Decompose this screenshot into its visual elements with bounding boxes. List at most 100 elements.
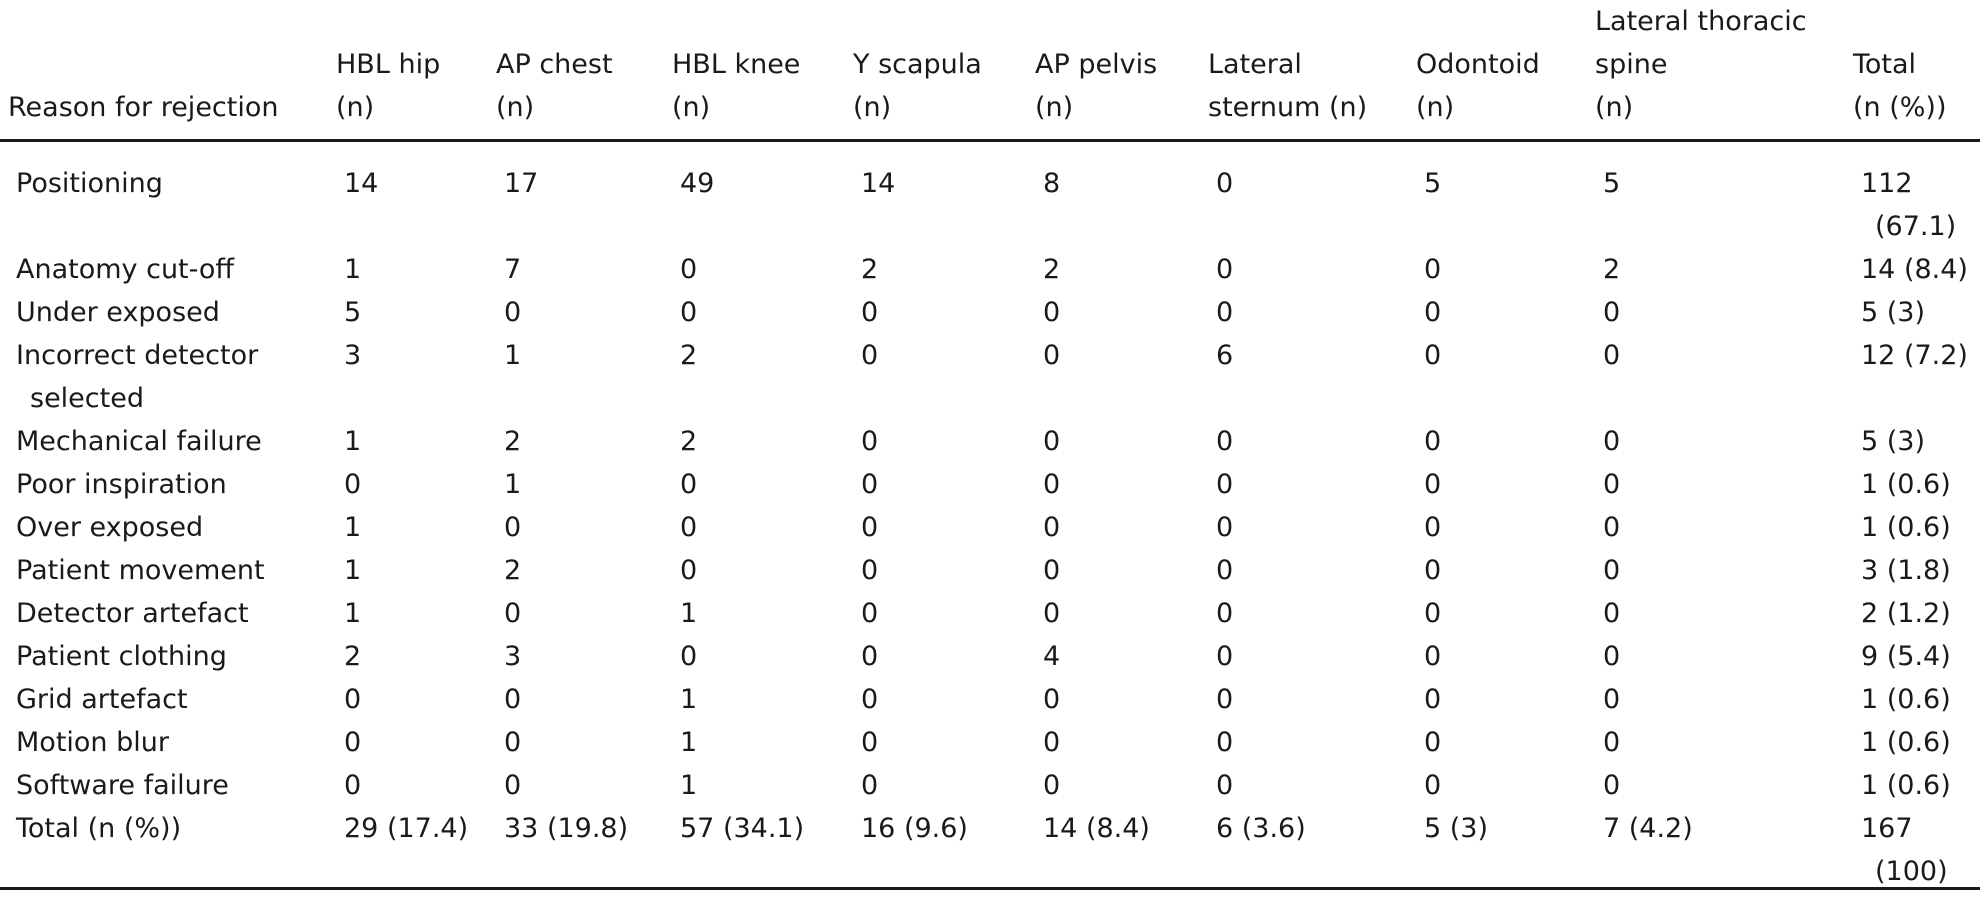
cell-value: 0 xyxy=(1424,512,1442,543)
cell-value: 1 xyxy=(680,684,698,715)
column-header-line: (n) xyxy=(672,92,711,123)
row-label-cell: Software failure xyxy=(0,764,328,807)
cell-value: 0 xyxy=(1424,684,1442,715)
table-cell: 1 xyxy=(664,678,845,721)
cell-value: 0 xyxy=(1216,770,1234,801)
table-cell: 1 xyxy=(328,592,488,635)
table-cell: 14 xyxy=(328,141,488,249)
cell-value: 0 xyxy=(861,555,879,586)
table-cell: 2 xyxy=(1587,248,1845,291)
table-cell: 0 xyxy=(1200,420,1408,463)
table-cell: 1 (0.6) xyxy=(1845,506,1980,549)
column-header: Reason for rejection xyxy=(0,0,328,141)
cell-value: 2 xyxy=(680,426,698,457)
cell-value: 0 xyxy=(1216,168,1234,199)
table-cell: 3 xyxy=(328,334,488,420)
cell-value: 167 (100) xyxy=(1861,813,1948,887)
table-cell: 0 xyxy=(1587,463,1845,506)
cell-value: 1 (0.6) xyxy=(1861,512,1951,543)
table-cell: 1 (0.6) xyxy=(1845,678,1980,721)
table-body: Positioning 14 17 49 14 8 0 5 5 112 (67.1) Anatomy… xyxy=(0,141,1980,912)
total-row: Total (n (%)) 29 (17.4) 33 (19.8) 57 (34.1)… xyxy=(0,807,1980,911)
table-cell: 1 xyxy=(664,764,845,807)
cell-value: 29 (17.4) xyxy=(344,813,469,844)
cell-value: 2 xyxy=(504,426,522,457)
cell-value: 7 (4.2) xyxy=(1603,813,1693,844)
header-row: Reason for rejection HBL hip (n) AP chest (n… xyxy=(0,0,1980,141)
cell-value: 5 (3) xyxy=(1861,426,1926,457)
table-cell: 112 (67.1) xyxy=(1845,141,1980,249)
cell-value: 0 xyxy=(1216,426,1234,457)
table-cell: 14 xyxy=(845,141,1027,249)
column-header: AP pelvis (n) xyxy=(1027,0,1200,141)
row-label-cell: Poor inspiration xyxy=(0,463,328,506)
cell-value: 0 xyxy=(680,512,698,543)
cell-value: 2 xyxy=(1603,254,1621,285)
cell-value: 0 xyxy=(1043,469,1061,500)
table-cell: 1 (0.6) xyxy=(1845,721,1980,764)
table-cell: 1 xyxy=(664,592,845,635)
cell-value: 17 xyxy=(504,168,539,199)
table-row: Grid artefact 0 0 1 0 0 0 0 0 1 (0.6) xyxy=(0,678,1980,721)
table-cell: 0 xyxy=(664,291,845,334)
table-cell: 0 xyxy=(664,506,845,549)
cell-value: 0 xyxy=(504,297,522,328)
cell-value: 2 xyxy=(1043,254,1061,285)
cell-value: 6 (3.6) xyxy=(1216,813,1306,844)
column-header-line: (n) xyxy=(1595,92,1634,123)
table-cell: 0 xyxy=(845,463,1027,506)
table-cell: 0 xyxy=(1408,721,1587,764)
cell-value: 1 (0.6) xyxy=(1861,727,1951,758)
cell-value: 0 xyxy=(1043,426,1061,457)
cell-value: 0 xyxy=(1424,340,1442,371)
cell-value: 14 xyxy=(861,168,896,199)
table-cell: 0 xyxy=(1200,721,1408,764)
cell-value: 0 xyxy=(1043,512,1061,543)
table-cell: 3 (1.8) xyxy=(1845,549,1980,592)
table-cell: 0 xyxy=(1027,549,1200,592)
cell-value: 0 xyxy=(1603,555,1621,586)
column-header-line: Odontoid xyxy=(1416,49,1540,80)
cell-value: 1 xyxy=(344,426,362,457)
table-cell: 16 (9.6) xyxy=(845,807,1027,911)
table-cell: 0 xyxy=(1027,721,1200,764)
cell-value: 1 xyxy=(344,512,362,543)
table-cell: 0 xyxy=(845,678,1027,721)
cell-value: 0 xyxy=(680,254,698,285)
table-cell: 14 (8.4) xyxy=(1027,807,1200,911)
column-header: Lateral thoracic spine (n) xyxy=(1587,0,1845,141)
cell-value: 0 xyxy=(344,727,362,758)
table-cell: 0 xyxy=(1200,141,1408,249)
table-bottom-rule xyxy=(0,887,1980,890)
table-cell: 49 xyxy=(664,141,845,249)
cell-value: 2 xyxy=(344,641,362,672)
table-cell: 0 xyxy=(1027,764,1200,807)
cell-value: 5 xyxy=(344,297,362,328)
table-cell: 5 xyxy=(328,291,488,334)
table-cell: 7 (4.2) xyxy=(1587,807,1845,911)
table-cell: 0 xyxy=(328,463,488,506)
cell-value: 1 xyxy=(680,770,698,801)
cell-value: 0 xyxy=(1424,426,1442,457)
table-cell: 6 (3.6) xyxy=(1200,807,1408,911)
cell-value: 0 xyxy=(504,598,522,629)
cell-value: 0 xyxy=(1043,770,1061,801)
column-header-line: AP pelvis xyxy=(1035,49,1158,80)
cell-value: 3 xyxy=(504,641,522,672)
table-cell: 0 xyxy=(1200,549,1408,592)
cell-value: 1 xyxy=(504,469,522,500)
cell-value: 0 xyxy=(861,684,879,715)
cell-value: 0 xyxy=(1603,598,1621,629)
cell-value: 1 xyxy=(680,727,698,758)
cell-value: 0 xyxy=(1043,555,1061,586)
cell-value: 0 xyxy=(1603,684,1621,715)
cell-value: 0 xyxy=(1603,297,1621,328)
table-cell: 0 xyxy=(1587,506,1845,549)
table-cell: 17 xyxy=(488,141,664,249)
row-label-cell: Motion blur xyxy=(0,721,328,764)
cell-value: 0 xyxy=(1424,297,1442,328)
table-cell: 2 xyxy=(664,334,845,420)
cell-value: 0 xyxy=(861,641,879,672)
table-cell: 0 xyxy=(1408,248,1587,291)
table-cell: 0 xyxy=(1027,334,1200,420)
